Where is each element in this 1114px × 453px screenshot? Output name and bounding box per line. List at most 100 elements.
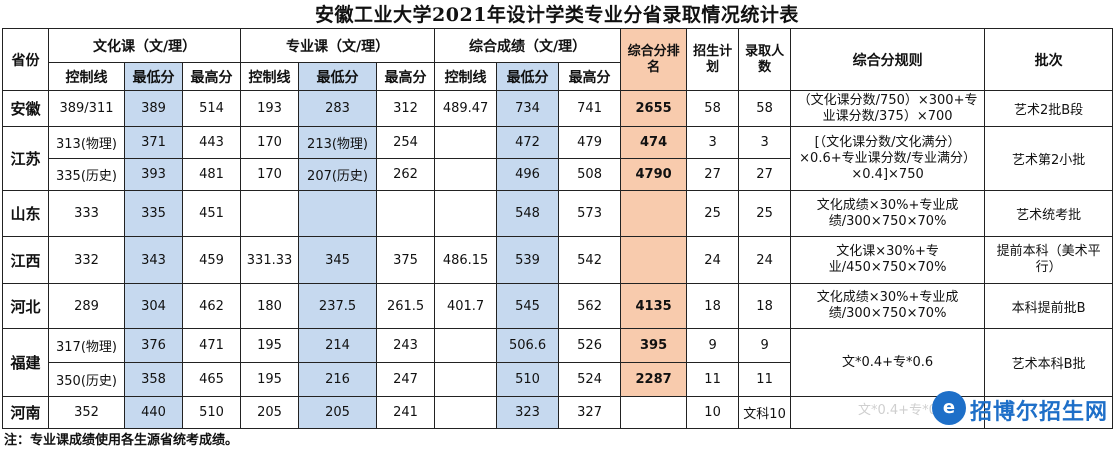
culture-max: 462 — [181, 283, 242, 329]
rule-cell: 文化课×30%+专业/450×750×70% — [790, 236, 986, 284]
culture-max: 514 — [181, 90, 242, 127]
plan-cell: 24 — [686, 236, 740, 284]
plan-cell: 11 — [686, 362, 740, 397]
culture-max: 510 — [181, 396, 242, 429]
culture-min: 335 — [124, 190, 183, 237]
table-row: 福建 317(物理) 376 471 195 214 243 506.6 526… — [2, 328, 1114, 397]
composite-max: 526 — [558, 328, 622, 363]
major-control: 170 — [240, 158, 300, 191]
culture-min: 389 — [124, 90, 183, 127]
major-control: 195 — [240, 362, 300, 397]
major-min: 237.5 — [298, 283, 378, 329]
major-control: 331.33 — [240, 236, 300, 284]
rank-cell — [620, 190, 688, 237]
header-major-min: 最低分 — [298, 62, 378, 91]
culture-control: 317(物理) — [48, 328, 125, 363]
composite-control: 489.47 — [434, 90, 498, 127]
culture-min: 393 — [124, 158, 183, 191]
plan-cell: 18 — [686, 283, 740, 329]
province-cell: 福建 — [2, 328, 49, 397]
composite-control — [434, 328, 498, 363]
province-cell: 河南 — [2, 396, 49, 429]
rank-cell: 474 — [620, 126, 688, 159]
header-rank: 综合分排名 — [620, 28, 688, 91]
major-max: 254 — [376, 126, 436, 159]
header-batch: 批次 — [984, 28, 1114, 91]
composite-min: 510 — [496, 362, 560, 397]
rule-cell: 文化成绩×30%+专业成绩/300×750×70% — [790, 283, 986, 329]
major-control: 170 — [240, 126, 300, 159]
watermark: 文*0.4+专*0.6 e 招博尔招生网 — [858, 391, 1108, 427]
composite-max: 479 — [558, 126, 622, 159]
composite-max: 524 — [558, 362, 622, 397]
admission-table: 省份 文化课（文/理） 专业课（文/理） 综合成绩（文/理） 综合分排名 招生计… — [2, 28, 1114, 429]
header-culture-max: 最高分 — [181, 62, 242, 91]
admitted-cell: 9 — [738, 328, 792, 363]
culture-control: 352 — [48, 396, 125, 429]
composite-max: 327 — [558, 396, 622, 429]
header-province: 省份 — [2, 28, 49, 91]
major-control: 205 — [240, 396, 300, 429]
admitted-cell: 58 — [738, 90, 792, 127]
province-cell: 山东 — [2, 190, 49, 237]
batch-cell: 艺术本科B批 — [984, 328, 1114, 397]
culture-control: 313(物理) — [48, 126, 125, 159]
major-min: 283 — [298, 90, 378, 127]
composite-min: 472 — [496, 126, 560, 159]
rank-cell: 4135 — [620, 283, 688, 329]
admitted-cell: 25 — [738, 190, 792, 237]
major-max: 312 — [376, 90, 436, 127]
header-major-control: 控制线 — [240, 62, 300, 91]
composite-control — [434, 396, 498, 429]
culture-min: 371 — [124, 126, 183, 159]
admitted-cell: 文科10 — [738, 396, 792, 429]
header-major: 专业课（文/理） — [240, 28, 436, 63]
composite-min: 496 — [496, 158, 560, 191]
province-cell: 江西 — [2, 236, 49, 284]
culture-min: 343 — [124, 236, 183, 284]
major-control — [240, 190, 300, 237]
admitted-cell: 11 — [738, 362, 792, 397]
composite-min: 545 — [496, 283, 560, 329]
header-composite-min: 最低分 — [496, 62, 560, 91]
culture-min: 304 — [124, 283, 183, 329]
major-max — [376, 190, 436, 237]
header-major-max: 最高分 — [376, 62, 436, 91]
major-min: 214 — [298, 328, 378, 363]
composite-control: 401.7 — [434, 283, 498, 329]
composite-min: 548 — [496, 190, 560, 237]
major-min — [298, 190, 378, 237]
plan-cell: 3 — [686, 126, 740, 159]
watermark-text: 招博尔招生网 — [970, 400, 1109, 425]
major-min: 345 — [298, 236, 378, 284]
admitted-cell: 27 — [738, 158, 792, 191]
footnote: 注：专业课成绩使用各生源省统考成绩。 — [4, 433, 239, 448]
rank-cell: 2287 — [620, 362, 688, 397]
table-title: 安徽工业大学2021年设计学类专业分省录取情况统计表 — [315, 4, 799, 26]
batch-cell — [984, 396, 1114, 429]
table-row: 335(历史) 393 481 170 207(历史) 262 496 508 … — [3, 158, 1113, 191]
culture-max: 481 — [181, 158, 242, 191]
major-max: 243 — [376, 328, 436, 363]
plan-cell: 10 — [686, 396, 740, 429]
admitted-cell: 3 — [738, 126, 792, 159]
header-culture-min: 最低分 — [124, 62, 183, 91]
composite-control — [434, 126, 498, 159]
major-max: 261.5 — [376, 283, 436, 329]
culture-max: 465 — [181, 362, 242, 397]
culture-control: 289 — [48, 283, 125, 329]
header-rule: 综合分规则 — [790, 28, 986, 91]
composite-min: 323 — [496, 396, 560, 429]
plan-cell: 58 — [686, 90, 740, 127]
header-culture-control: 控制线 — [48, 62, 125, 91]
culture-min: 440 — [124, 396, 183, 429]
major-control: 195 — [240, 328, 300, 363]
composite-min: 506.6 — [496, 328, 560, 363]
composite-min: 734 — [496, 90, 560, 127]
culture-min: 376 — [124, 328, 183, 363]
header-composite-max: 最高分 — [558, 62, 622, 91]
culture-control: 335(历史) — [48, 158, 125, 191]
culture-max: 451 — [181, 190, 242, 237]
rank-cell: 4790 — [620, 158, 688, 191]
batch-cell: 艺术第2小批 — [984, 126, 1114, 191]
